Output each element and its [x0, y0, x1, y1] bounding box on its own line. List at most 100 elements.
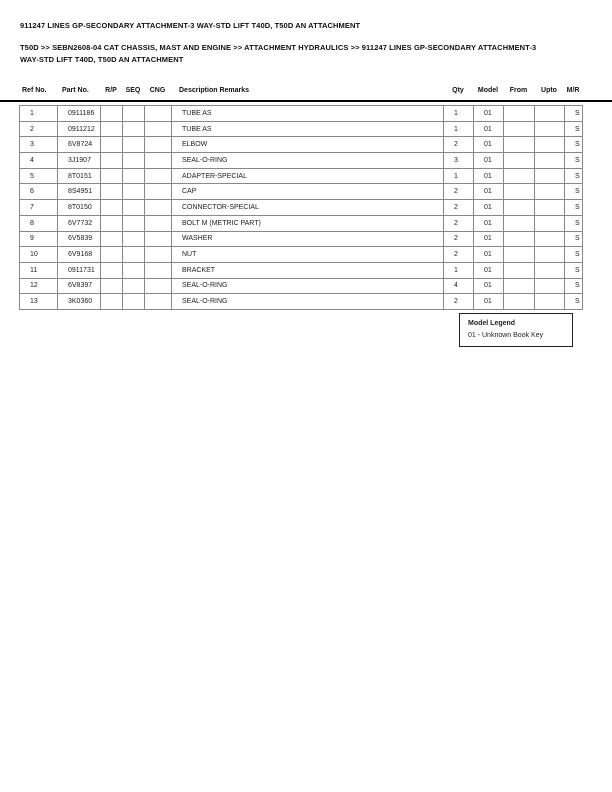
- cell-seq: [122, 214, 145, 232]
- cell-desc: SEAL-O-RING: [171, 152, 444, 169]
- model-legend-box: Model Legend 01 - Unknown Book Key: [459, 313, 573, 347]
- table-row: 4 3J1907 SEAL-O-RING 3 01 S: [19, 152, 583, 169]
- cell-part: 8T0150: [57, 199, 101, 216]
- cell-model: 01: [473, 277, 504, 295]
- cell-from: [503, 167, 535, 185]
- cell-seq: [122, 183, 145, 201]
- column-header-cng: CNG: [149, 87, 166, 94]
- cell-cng: [144, 277, 172, 295]
- cell-mr: S: [564, 199, 583, 216]
- cell-ref: 2: [19, 120, 58, 138]
- parts-table: 1 0911186 TUBE AS 1 01 S 2 0911212 TUBE AS 1 01 S 3 6…: [19, 105, 583, 310]
- cell-qty: 2: [443, 246, 474, 263]
- cell-upto: [534, 261, 565, 279]
- cell-model: 01: [473, 105, 504, 122]
- cell-mr: S: [564, 246, 583, 263]
- cell-rp: [100, 261, 123, 279]
- table-row: 7 8T0150 CONNECTOR-SPECIAL 2 01 S: [19, 199, 583, 216]
- cell-mr: S: [564, 214, 583, 232]
- cell-upto: [534, 136, 565, 154]
- cell-desc: CONNECTOR-SPECIAL: [171, 199, 444, 216]
- cell-ref: 12: [19, 277, 58, 295]
- cell-part: 6V7732: [57, 214, 101, 232]
- column-header-upto: Upto: [541, 87, 557, 94]
- column-header-model: Model: [477, 87, 499, 94]
- cell-model: 01: [473, 167, 504, 185]
- cell-desc: SEAL-O-RING: [171, 277, 444, 295]
- cell-mr: S: [564, 120, 583, 138]
- cell-ref: 1: [19, 105, 58, 122]
- cell-upto: [534, 214, 565, 232]
- cell-mr: S: [564, 105, 583, 122]
- column-header-mr: M/R: [566, 87, 580, 94]
- cell-from: [503, 152, 535, 169]
- cell-qty: 2: [443, 230, 474, 248]
- cell-cng: [144, 183, 172, 201]
- cell-cng: [144, 214, 172, 232]
- table-row: 8 6V7732 BOLT M (METRIC PART) 2 01 S: [19, 214, 583, 232]
- cell-seq: [122, 293, 145, 310]
- cell-ref: 10: [19, 246, 58, 263]
- cell-upto: [534, 152, 565, 169]
- cell-model: 01: [473, 293, 504, 310]
- column-header-ref-no: Ref No.: [22, 87, 47, 94]
- cell-mr: S: [564, 261, 583, 279]
- cell-desc: ADAPTER-SPECIAL: [171, 167, 444, 185]
- cell-seq: [122, 167, 145, 185]
- cell-ref: 8: [19, 214, 58, 232]
- cell-qty: 2: [443, 214, 474, 232]
- cell-cng: [144, 152, 172, 169]
- cell-ref: 7: [19, 199, 58, 216]
- cell-rp: [100, 293, 123, 310]
- cell-seq: [122, 105, 145, 122]
- table-column-headers: Ref No. Part No. R/P SEQ CNG Description…: [19, 87, 582, 94]
- cell-qty: 3: [443, 152, 474, 169]
- table-row: 9 6V5839 WASHER 2 01 S: [19, 230, 583, 248]
- cell-upto: [534, 183, 565, 201]
- cell-mr: S: [564, 136, 583, 154]
- cell-model: 01: [473, 261, 504, 279]
- cell-qty: 2: [443, 199, 474, 216]
- cell-ref: 13: [19, 293, 58, 310]
- table-row: 11 0911731 BRACKET 1 01 S: [19, 261, 583, 279]
- cell-from: [503, 293, 535, 310]
- cell-qty: 2: [443, 293, 474, 310]
- cell-part: 3K0360: [57, 293, 101, 310]
- cell-upto: [534, 246, 565, 263]
- cell-mr: S: [564, 167, 583, 185]
- cell-from: [503, 105, 535, 122]
- cell-seq: [122, 199, 145, 216]
- cell-from: [503, 199, 535, 216]
- table-row: 10 6V9168 NUT 2 01 S: [19, 246, 583, 263]
- cell-upto: [534, 230, 565, 248]
- cell-desc: BOLT M (METRIC PART): [171, 214, 444, 232]
- cell-upto: [534, 277, 565, 295]
- cell-from: [503, 120, 535, 138]
- cell-mr: S: [564, 230, 583, 248]
- cell-qty: 1: [443, 120, 474, 138]
- cell-desc: NUT: [171, 246, 444, 263]
- page-title: 911247 LINES GP-SECONDARY ATTACHMENT-3 W…: [20, 21, 361, 30]
- cell-ref: 6: [19, 183, 58, 201]
- cell-qty: 2: [443, 183, 474, 201]
- cell-model: 01: [473, 136, 504, 154]
- cell-desc: ELBOW: [171, 136, 444, 154]
- cell-model: 01: [473, 199, 504, 216]
- cell-model: 01: [473, 214, 504, 232]
- cell-rp: [100, 105, 123, 122]
- cell-cng: [144, 105, 172, 122]
- cell-desc: CAP: [171, 183, 444, 201]
- cell-desc: SEAL-O-RING: [171, 293, 444, 310]
- column-header-description: Description Remarks: [179, 87, 250, 94]
- cell-rp: [100, 167, 123, 185]
- cell-from: [503, 246, 535, 263]
- cell-rp: [100, 152, 123, 169]
- cell-upto: [534, 120, 565, 138]
- column-header-part-no: Part No.: [62, 87, 89, 94]
- table-row: 12 6V8397 SEAL-O-RING 4 01 S: [19, 277, 583, 295]
- cell-part: 8S4951: [57, 183, 101, 201]
- table-row: 5 8T0151 ADAPTER-SPECIAL 1 01 S: [19, 167, 583, 185]
- cell-model: 01: [473, 230, 504, 248]
- cell-seq: [122, 246, 145, 263]
- cell-ref: 3: [19, 136, 58, 154]
